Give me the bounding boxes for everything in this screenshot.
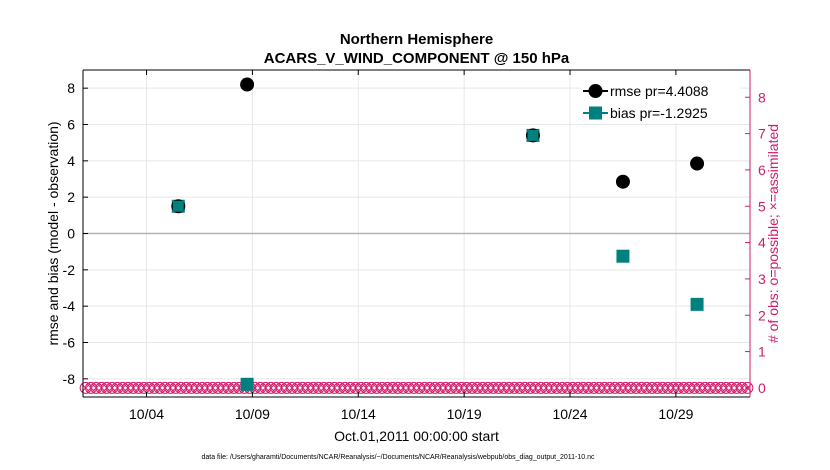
y2-tick-label: 2 — [758, 307, 766, 323]
y-tick-label: -4 — [63, 298, 76, 314]
y2-axis-label: # of obs: o=possible; ×=assimilated — [765, 124, 781, 343]
x-axis-label: Oct.01,2011 00:00:00 start — [334, 428, 499, 444]
bias-point-overlay — [172, 200, 184, 212]
x-tick-label: 10/04 — [129, 406, 164, 422]
y-tick-label: 8 — [67, 80, 75, 96]
chart-title: Northern Hemisphere — [340, 31, 493, 48]
obs-possible-marker — [741, 381, 754, 394]
y-tick-label: 0 — [67, 226, 75, 242]
data-series — [171, 77, 705, 391]
x-tick-label: 10/14 — [341, 406, 376, 422]
y2-tick-label: 6 — [758, 162, 766, 178]
rmse-point — [690, 156, 705, 171]
chart-subtitle: ACARS_V_WIND_COMPONENT @ 150 hPa — [264, 50, 570, 67]
x-tick-label: 10/19 — [447, 406, 482, 422]
y2-tick-label: 1 — [758, 344, 766, 360]
legend-bias-label: bias pr=-1.2925 — [610, 105, 708, 121]
y-axis-label: rmse and bias (model - observation) — [45, 121, 61, 345]
x-tick-label: 10/09 — [235, 406, 270, 422]
y-tick-label: -6 — [63, 335, 76, 351]
obs-count-series — [79, 381, 754, 394]
data-file-footnote: data file: /Users/gharamti/Documents/NCA… — [201, 454, 595, 461]
bias-point — [690, 297, 704, 311]
y2-tick-label: 5 — [758, 198, 766, 214]
legend-rmse-marker — [588, 84, 603, 98]
axes — [82, 69, 751, 398]
y2-tick-label: 7 — [758, 126, 766, 142]
y-tick-label: 2 — [67, 189, 75, 205]
y2-tick-label: 4 — [758, 235, 766, 251]
legend-bias-marker — [589, 106, 602, 120]
y-tick-label: 4 — [67, 153, 75, 169]
y2-tick-label: 0 — [758, 380, 766, 396]
x-tick-label: 10/29 — [658, 406, 693, 422]
legend-rmse-label: rmse pr=4.4088 — [610, 83, 709, 99]
legend: rmse pr=4.4088 bias pr=-1.2925 — [581, 75, 741, 123]
bias-point — [240, 377, 254, 391]
bias-point-overlay — [527, 129, 539, 141]
y-tick-label: -8 — [63, 371, 76, 387]
y2-tick-label: 3 — [758, 271, 766, 287]
tick-labels: -8 -6 -4 -2 0 2 4 6 8 0 1 2 3 4 5 6 7 8 10/04 10/09 10/14 10/… — [63, 80, 766, 422]
legend-box — [581, 75, 741, 123]
bias-point — [616, 249, 630, 263]
y-tick-label: -2 — [63, 262, 76, 278]
y2-tick-label: 8 — [758, 89, 766, 105]
y-tick-label: 6 — [67, 117, 75, 133]
x-tick-label: 10/24 — [552, 406, 587, 422]
rmse-point — [615, 174, 630, 189]
rmse-point — [240, 77, 255, 92]
